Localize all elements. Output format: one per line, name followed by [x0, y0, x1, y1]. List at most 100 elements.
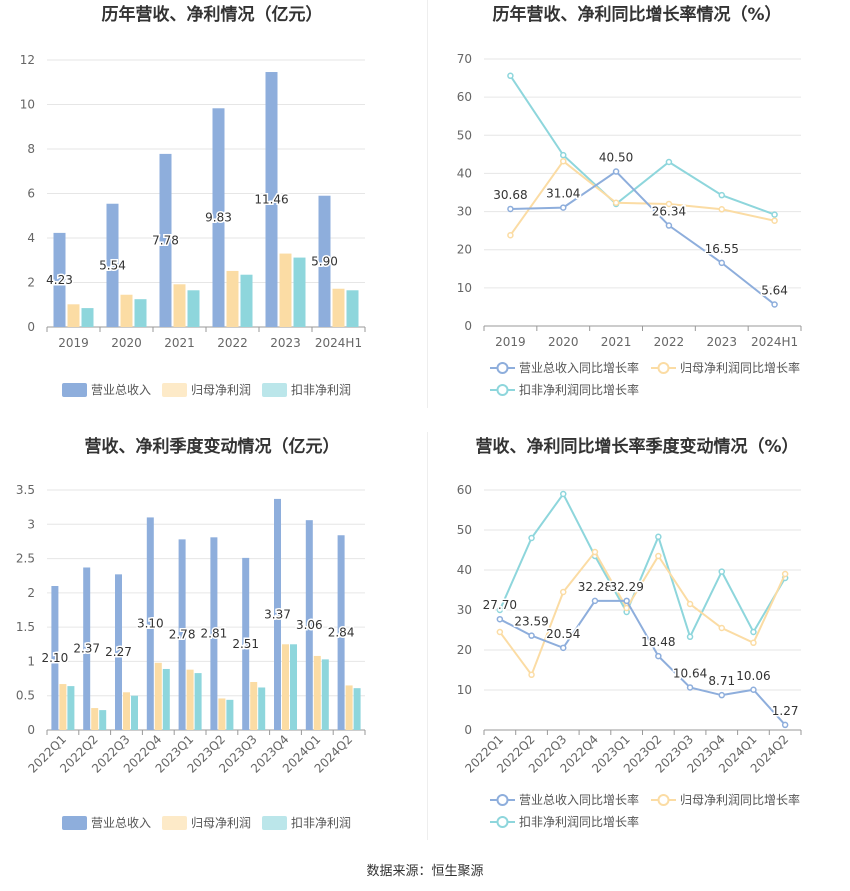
bar-net-profit — [91, 708, 99, 730]
data-point — [623, 597, 630, 605]
y-tick-label: 10 — [457, 281, 472, 295]
data-point — [781, 570, 789, 578]
quarterly-bar-chart: 营收、净利季度变动情况（亿元）00.511.522.533.52022Q1202… — [16, 436, 366, 830]
bar-net-profit — [332, 288, 345, 327]
data-point — [560, 204, 567, 211]
bar-revenue — [210, 537, 218, 730]
bar-deducted-profit — [187, 290, 200, 327]
series-line-net-profit-growth — [499, 550, 787, 677]
quarterly-bar-chart-panel: 营收、净利季度变动情况（亿元） 0 0.5 1 1.5 2 2.5 3 3.5 2022Q1 202… — [0, 432, 425, 872]
data-point — [528, 632, 535, 639]
series-line-revenue-growth — [499, 599, 786, 726]
bar-deducted-profit — [226, 699, 234, 730]
bar-deducted-profit — [81, 308, 94, 327]
legend-swatch-marker — [657, 794, 670, 806]
legend-swatch — [162, 816, 187, 830]
data-label: 3.37 — [264, 607, 291, 621]
data-point — [750, 686, 757, 694]
data-point — [612, 199, 620, 207]
bar-net-profit — [218, 698, 226, 730]
data-point — [750, 639, 757, 647]
panel-divider — [427, 0, 428, 408]
data-label: 2.27 — [105, 645, 132, 659]
data-label: 18.48 — [641, 635, 675, 649]
bar-net-profit — [173, 284, 186, 327]
bar-revenue — [51, 586, 59, 730]
x-tick-label: 2024H1 — [315, 336, 362, 350]
data-point — [496, 606, 504, 614]
legend-label: 营业总收入同比增长率 — [519, 360, 639, 375]
data-point — [612, 168, 620, 175]
data-label: 2.10 — [42, 651, 69, 665]
data-point — [655, 552, 662, 560]
bar-deducted-profit — [67, 686, 75, 730]
y-tick-label: 1 — [27, 654, 35, 668]
bar-revenue — [146, 517, 154, 730]
bar-net-profit — [120, 294, 133, 327]
bar-net-profit — [59, 684, 67, 730]
legend-label: 营业总收入 — [91, 383, 151, 397]
bar-deducted-profit — [321, 659, 329, 730]
y-tick-label: 0 — [464, 319, 472, 333]
bar-net-profit — [282, 644, 289, 730]
x-tick-label: 2021 — [601, 335, 632, 349]
x-tick-label: 2019 — [495, 335, 526, 349]
data-label: 5.90 — [311, 254, 338, 268]
data-label: 3.06 — [296, 618, 323, 632]
bar-deducted-profit — [258, 687, 266, 730]
x-tick-label: 2021 — [164, 336, 195, 350]
data-point — [560, 588, 567, 596]
y-tick-label: 0 — [27, 320, 35, 334]
data-label: 26.34 — [652, 205, 686, 219]
data-point — [771, 217, 778, 224]
data-label: 31.04 — [546, 187, 580, 201]
data-label: 30.68 — [493, 188, 527, 202]
bar-revenue — [83, 567, 91, 730]
bar-deducted-profit — [162, 668, 170, 730]
annual-growth-line-chart-panel: 历年营收、净利同比增长率情况（%） 0 10 20 30 40 50 60 70 2019 2020… — [425, 0, 850, 440]
bar-net-profit — [313, 655, 321, 730]
quarterly-growth-line-chart-panel: 营收、净利同比增长率季度变动情况（%） 0 10 20 30 40 50 60 2022Q1 20… — [425, 432, 850, 872]
legend-label: 营业总收入同比增长率 — [519, 792, 639, 807]
bar-revenue — [53, 232, 66, 327]
legend-swatch — [262, 383, 287, 397]
bar-deducted-profit — [293, 257, 306, 327]
y-tick-label: 30 — [457, 603, 472, 617]
chart-title: 营收、净利季度变动情况（亿元） — [85, 436, 340, 457]
data-point — [718, 206, 725, 213]
data-point — [771, 301, 778, 308]
bar-deducted-profit — [194, 673, 202, 730]
data-label: 8.71 — [708, 674, 735, 688]
data-point — [665, 200, 673, 208]
data-point — [718, 191, 725, 199]
y-tick-label: 50 — [457, 523, 472, 537]
data-point — [665, 222, 673, 229]
y-tick-label: 0 — [464, 723, 472, 737]
y-tick-label: 50 — [457, 128, 472, 142]
y-tick-label: 8 — [27, 142, 35, 156]
data-point — [686, 600, 694, 608]
bar-deducted-profit — [240, 274, 253, 327]
data-label: 7.78 — [152, 233, 179, 247]
y-tick-label: 60 — [457, 90, 472, 104]
bar-net-profit — [154, 662, 162, 730]
bar-revenue — [159, 153, 172, 327]
data-point — [560, 644, 567, 652]
x-tick-label: 2022 — [654, 335, 685, 349]
panel-divider — [427, 432, 428, 840]
data-label: 2.81 — [201, 627, 228, 641]
y-tick-label: 4 — [27, 231, 35, 245]
data-point — [655, 533, 662, 541]
x-tick-label: 2023 — [270, 336, 301, 350]
bar-net-profit — [67, 304, 80, 327]
data-label: 10.06 — [736, 669, 770, 683]
bar-deducted-profit — [353, 688, 361, 730]
bar-net-profit — [226, 270, 239, 327]
data-point — [718, 691, 725, 699]
data-label: 20.54 — [546, 627, 580, 641]
legend-swatch-marker — [496, 362, 509, 374]
data-point — [686, 684, 694, 691]
quarterly-growth-line-chart: 营收、净利同比增长率季度变动情况（%）01020304050602022Q120… — [457, 436, 802, 829]
data-point — [560, 490, 567, 498]
bar-revenue — [274, 498, 281, 730]
